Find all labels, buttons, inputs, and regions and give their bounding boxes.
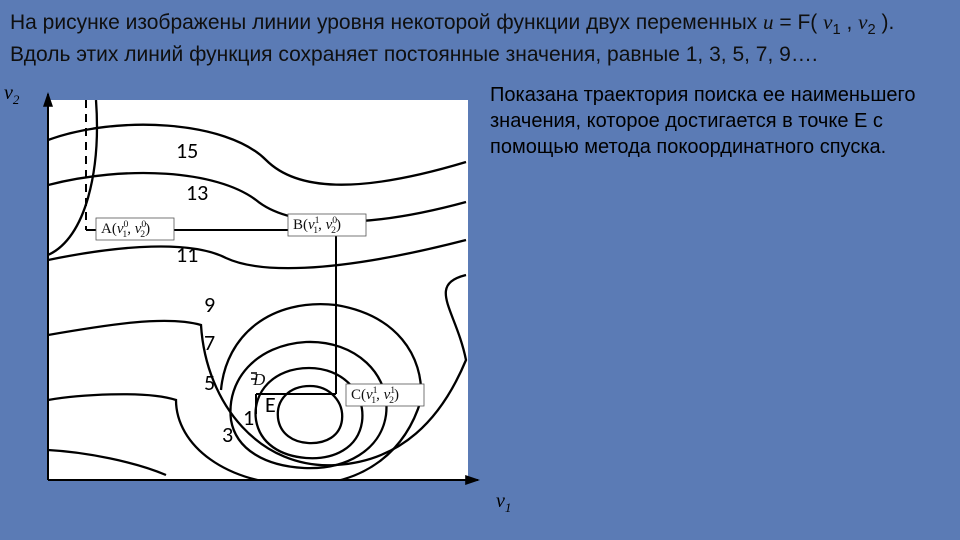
header-line2: Вдоль этих линий функция сохраняет посто… — [10, 43, 818, 66]
level-label-1: 1 — [243, 404, 254, 431]
level-label-7: 7 — [204, 329, 215, 356]
point-label-B: B(v11, v02) — [293, 215, 341, 236]
contour-plot: 15 13 119 7 5 13 A(v01, v02) B(v11, v02) C(v11, … — [26, 90, 486, 510]
y-axis-label: v2 — [4, 82, 19, 108]
level-label-15: 15 — [176, 137, 198, 164]
point-label-A: A(v01, v02) — [101, 219, 150, 240]
plot-background — [48, 100, 468, 480]
eq-v2s: 2 — [867, 22, 875, 38]
eq-v1s: 1 — [832, 22, 840, 38]
x-axis-arrow — [465, 475, 480, 485]
eq-mid: = F( — [779, 11, 823, 34]
point-label-E: E — [265, 391, 276, 418]
header-line1-pre: На рисунке изображены линии уровня некот… — [10, 11, 763, 34]
side-text: Показана траектория поиска ее наименьшег… — [490, 82, 948, 160]
level-label-11: 11 — [176, 241, 198, 268]
eq-end: ). — [881, 11, 894, 34]
level-label-13: 13 — [186, 179, 208, 206]
eq-u: u — [763, 10, 774, 34]
level-label-3: 3 — [222, 421, 233, 448]
y-axis-arrow — [43, 92, 53, 107]
x-axis-label: v1 — [496, 490, 511, 516]
header-text: На рисунке изображены линии уровня некот… — [10, 8, 950, 69]
level-label-5: 5 — [204, 369, 215, 396]
eq-comma: , — [846, 11, 858, 34]
point-label-C: C(v11, v12) — [351, 385, 399, 406]
level-label-9: 9 — [204, 291, 215, 318]
